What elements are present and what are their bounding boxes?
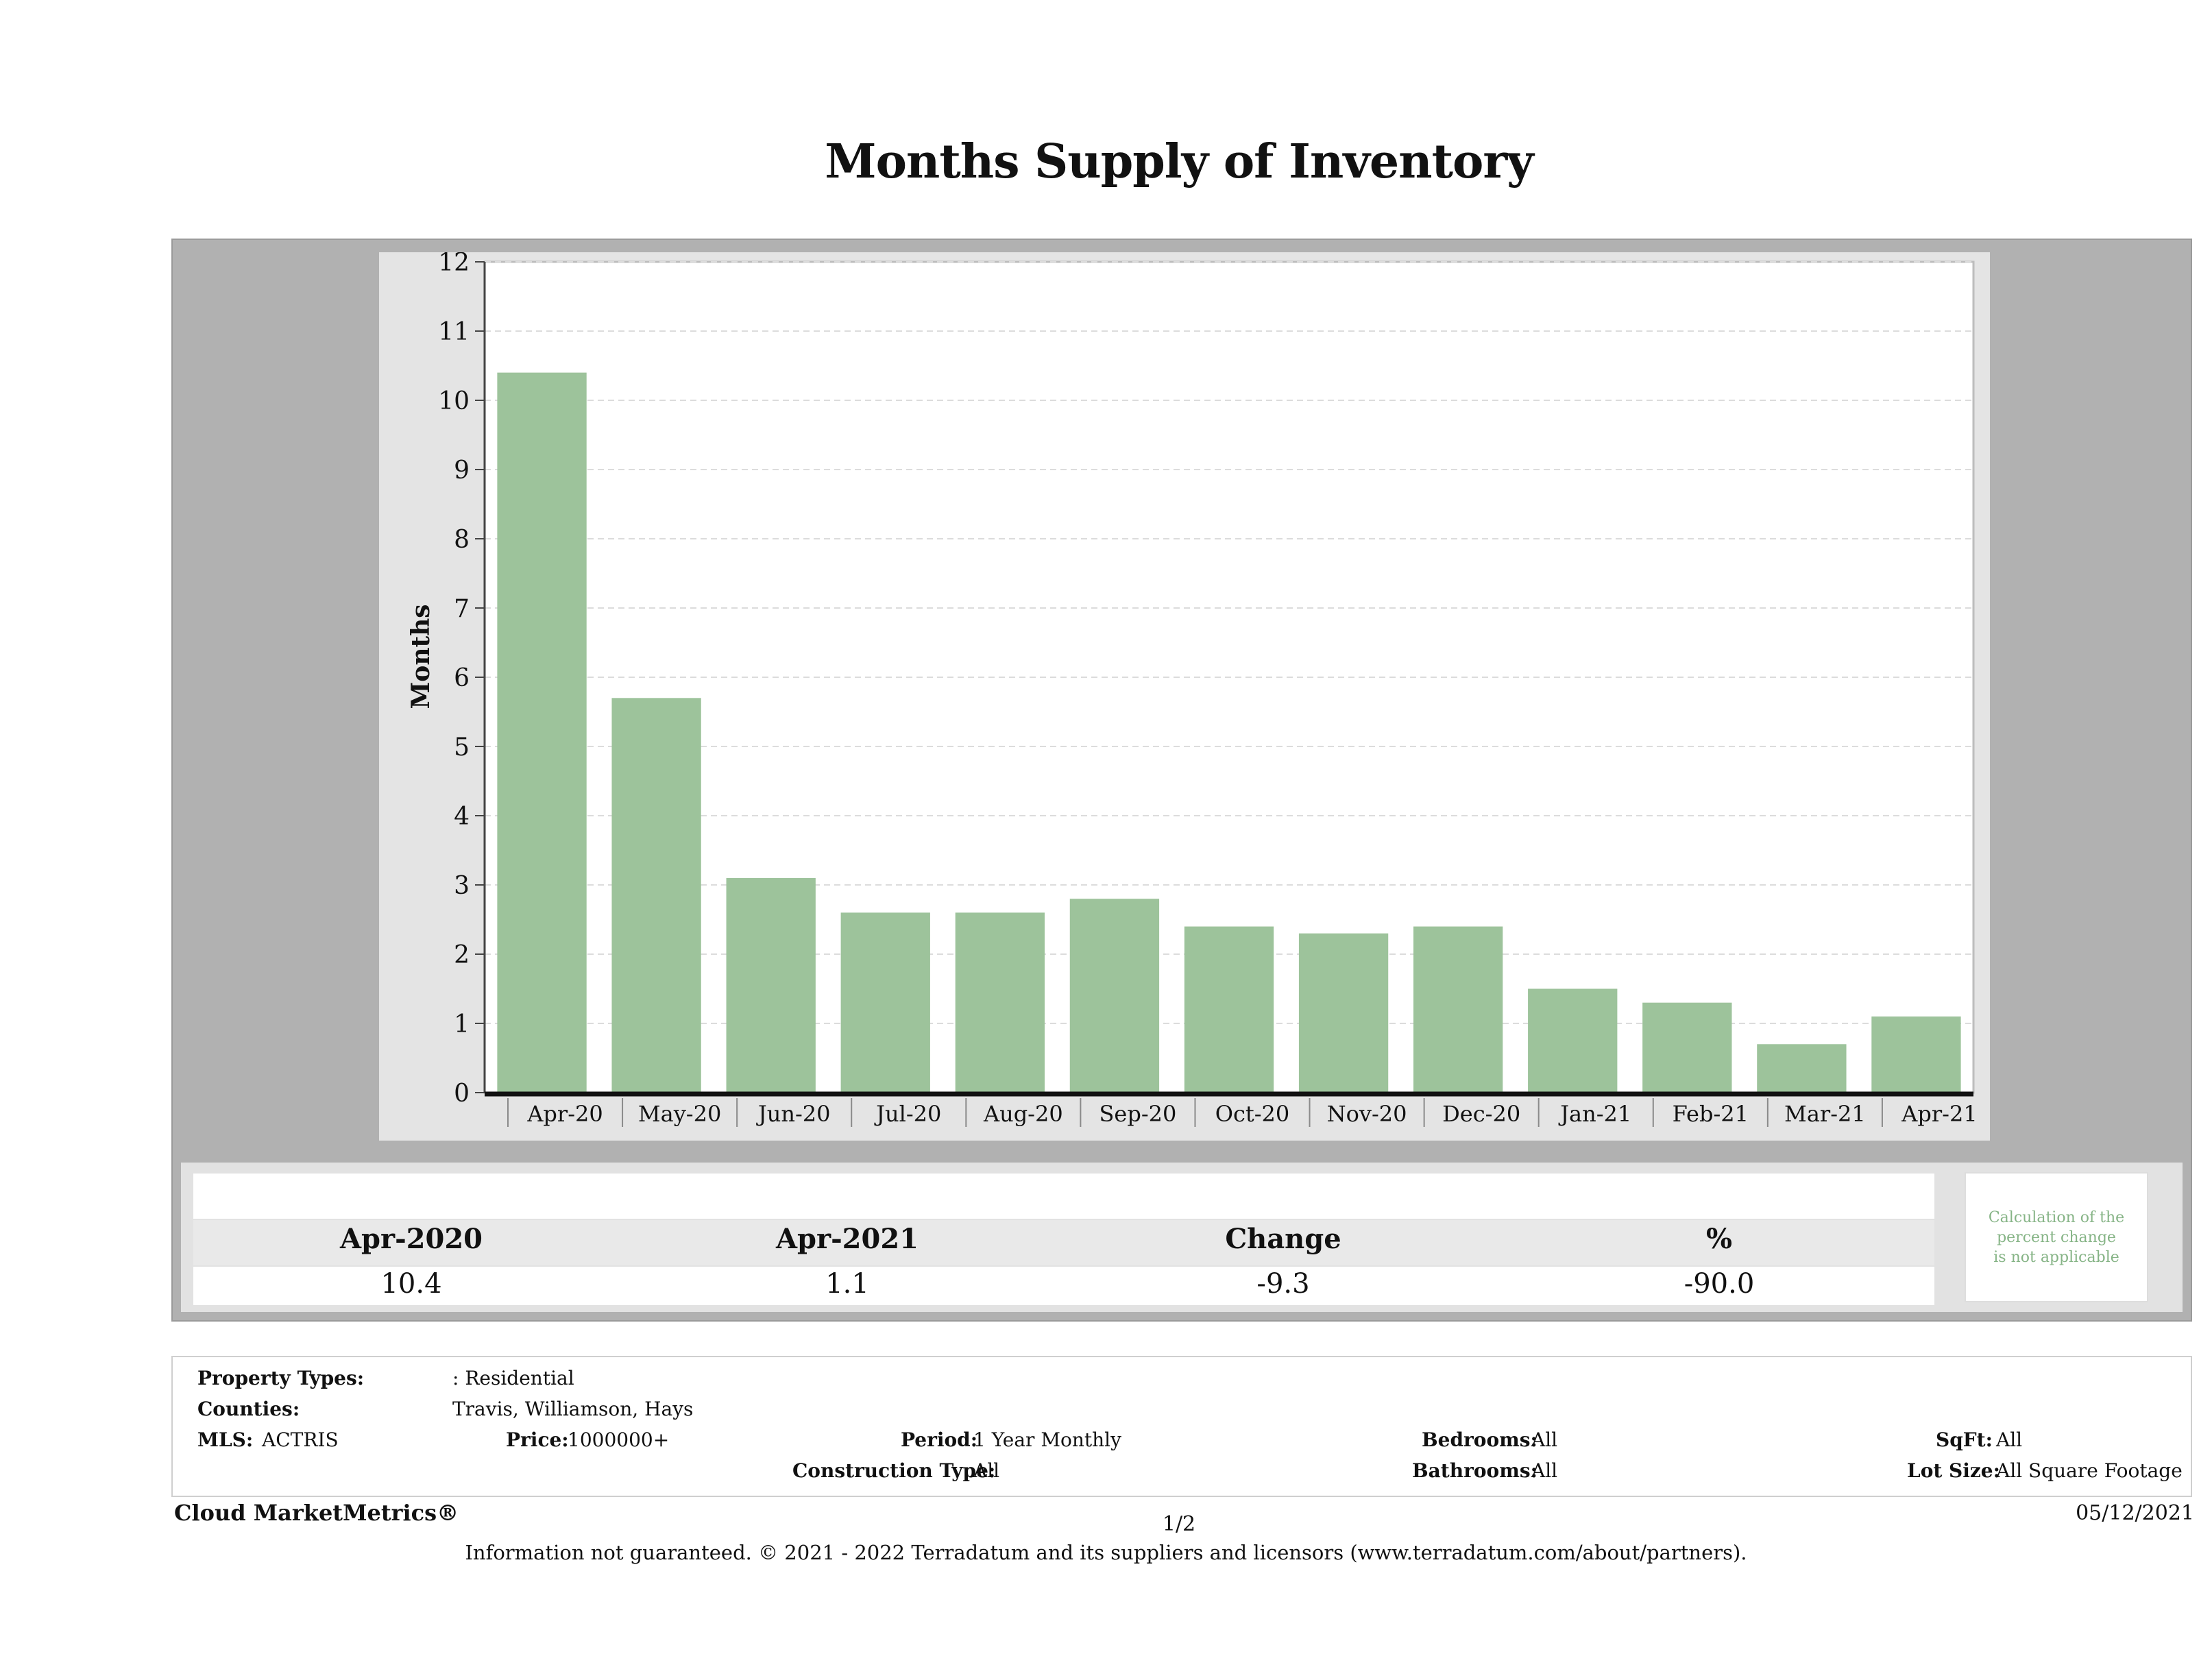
percent-note-box: Calculation of the percent change is not… [1965, 1172, 2148, 1302]
bedrooms-value: All [1531, 1428, 1558, 1451]
filters-panel: Property Types: : Residential Counties: … [171, 1356, 2192, 1497]
x-tick-label: Jun-20 [756, 1101, 831, 1127]
x-tick-label: Oct-20 [1215, 1101, 1290, 1127]
bar-dec-20 [1413, 926, 1503, 1093]
summary-value-change: -9.3 [1256, 1268, 1310, 1300]
bar-mar-21 [1757, 1044, 1847, 1093]
bar-jul-20 [840, 912, 930, 1093]
summary-header-end: Apr-2021 [775, 1223, 919, 1255]
brand-label: Cloud MarketMetrics® [174, 1500, 459, 1526]
summary-header-change: Change [1225, 1223, 1341, 1255]
x-tick-label: Nov-20 [1327, 1101, 1407, 1127]
x-tick-label: Apr-21 [1901, 1101, 1977, 1127]
page-number: 1/2 [1162, 1512, 1196, 1536]
property-types-label: Property Types: [197, 1367, 365, 1389]
x-tick-label: Aug-20 [983, 1101, 1063, 1127]
bathrooms-value: All [1531, 1459, 1558, 1482]
bar-apr-20 [497, 372, 587, 1093]
mls-value: ACTRIS [262, 1428, 339, 1451]
bar-jun-20 [726, 877, 816, 1093]
bar-may-20 [611, 698, 701, 1093]
lot-size-label: Lot Size: [1907, 1459, 2000, 1482]
x-tick-label: Jan-21 [1558, 1101, 1631, 1127]
y-tick-label: 8 [454, 526, 470, 554]
mls-label: MLS: [197, 1428, 254, 1451]
bar-feb-21 [1642, 1002, 1732, 1093]
construction-type-value: All [973, 1459, 1000, 1482]
x-tick-label: Sep-20 [1099, 1101, 1176, 1127]
y-tick-label: 2 [454, 941, 470, 969]
y-tick-label: 5 [454, 733, 470, 762]
report-date: 05/12/2021 [2076, 1501, 2194, 1525]
bar-aug-20 [955, 912, 1045, 1093]
summary-header-start: Apr-2020 [339, 1223, 483, 1255]
chart-panel: 0 1 2 3 4 5 6 7 8 9 10 11 12 Months Apr-20 May-20 Jun-20… [379, 252, 1990, 1141]
y-tick-label: 1 [454, 1010, 470, 1038]
bathrooms-label: Bathrooms: [1412, 1459, 1538, 1482]
property-types-value: : Residential [452, 1367, 574, 1389]
period-value: 1 Year Monthly [973, 1428, 1121, 1451]
x-tick-label: May-20 [638, 1101, 721, 1127]
x-tick-label: Mar-21 [1784, 1101, 1866, 1127]
sqft-label: SqFt: [1936, 1428, 1993, 1451]
construction-type-label: Construction Type: [792, 1459, 996, 1482]
x-tick-label: Dec-20 [1442, 1101, 1520, 1127]
y-tick-label: 4 [454, 803, 470, 831]
price-label: Price: [506, 1428, 569, 1451]
x-tick-label: Feb-21 [1673, 1101, 1749, 1127]
y-tick-label: 6 [454, 664, 470, 692]
summary-spacer [193, 1174, 1934, 1219]
bar-jan-21 [1528, 988, 1618, 1093]
sqft-value: All [1996, 1428, 2023, 1451]
percent-note: Calculation of the percent change is not… [1988, 1208, 2125, 1266]
summary-value-row [193, 1267, 1934, 1305]
y-axis-label: Months [406, 604, 435, 709]
lot-size-value: All Square Footage [1996, 1459, 2183, 1482]
y-tick-label: 11 [438, 318, 470, 346]
y-tick-label: 9 [454, 457, 470, 485]
x-tick-label: Jul-20 [874, 1101, 941, 1127]
bar-apr-21 [1871, 1016, 1961, 1093]
counties-value: Travis, Williamson, Hays [452, 1398, 694, 1420]
period-label: Period: [901, 1428, 978, 1451]
summary-value-start: 10.4 [380, 1268, 442, 1300]
disclaimer: Information not guaranteed. © 2021 - 202… [465, 1541, 1747, 1564]
summary-value-end: 1.1 [825, 1268, 869, 1300]
bar-oct-20 [1184, 926, 1274, 1093]
x-tick-label: Apr-20 [526, 1101, 603, 1127]
price-value: 1000000+ [568, 1428, 670, 1451]
bar-nov-20 [1298, 933, 1389, 1093]
y-tick-label: 7 [454, 595, 470, 623]
y-tick-label: 0 [454, 1080, 470, 1108]
summary-header-percent: % [1705, 1223, 1732, 1255]
y-tick-label: 3 [454, 872, 470, 900]
counties-label: Counties: [197, 1398, 300, 1420]
y-tick-label: 12 [438, 252, 470, 277]
summary-value-percent: -90.0 [1684, 1268, 1755, 1300]
summary-header-row [193, 1220, 1934, 1265]
y-tick-label: 10 [438, 387, 470, 415]
bedrooms-label: Bedrooms: [1422, 1428, 1538, 1451]
chart-title: Months Supply of Inventory [825, 134, 1533, 189]
bar-sep-20 [1069, 899, 1160, 1093]
